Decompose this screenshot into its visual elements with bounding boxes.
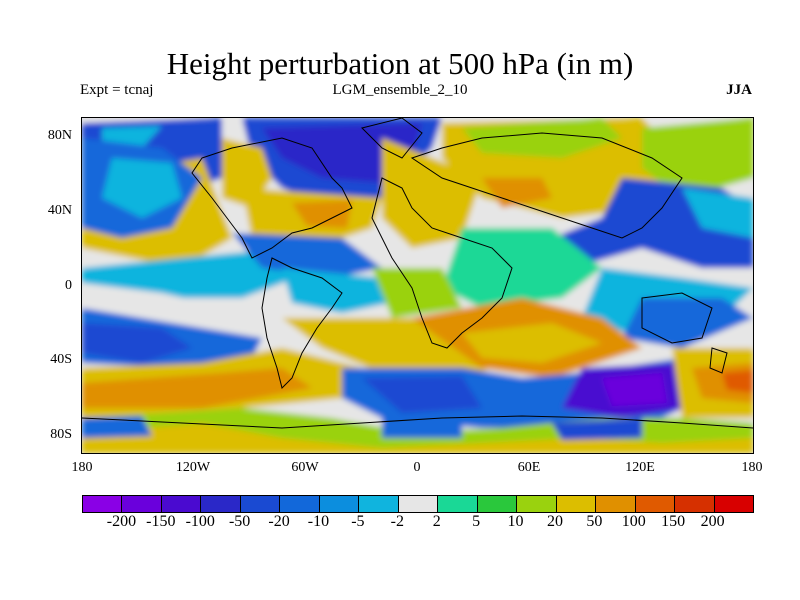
colorbar-label: -100 — [185, 513, 215, 530]
map-svg — [82, 118, 753, 453]
colorbar-swatch — [675, 496, 715, 512]
colorbar-swatch — [477, 496, 518, 512]
season-label: JJA — [726, 82, 752, 98]
colorbar-swatch — [714, 496, 753, 512]
colorbar-label: -10 — [307, 513, 330, 530]
colorbar-label: -5 — [351, 513, 365, 530]
height-field — [82, 118, 753, 453]
lon-label-60e: 60E — [517, 460, 541, 475]
colorbar-swatch — [438, 496, 478, 512]
colorbar-label: -20 — [268, 513, 290, 530]
colorbar — [82, 495, 754, 513]
contour-map — [82, 118, 753, 453]
experiment-label: Expt = tcnaj — [80, 82, 154, 98]
colorbar-label: 100 — [621, 513, 646, 530]
chart-title: Height perturbation at 500 hPa (in m) — [166, 46, 634, 81]
lat-label-80s: 80S — [50, 427, 72, 442]
colorbar-swatch — [517, 496, 557, 512]
lon-label-0: 0 — [413, 460, 421, 475]
lon-label-180w: 180 — [71, 460, 93, 475]
colorbar-label: -200 — [106, 513, 137, 530]
colorbar-swatch — [83, 496, 123, 512]
colorbar-swatch — [240, 496, 281, 512]
colorbar-swatch — [319, 496, 360, 512]
lat-label-0: 0 — [65, 278, 72, 293]
coastlines — [82, 118, 753, 429]
colorbar-swatch — [280, 496, 320, 512]
colorbar-label: 20 — [546, 513, 563, 530]
ensemble-label: LGM_ensemble_2_10 — [332, 82, 468, 98]
lon-label-120w: 120W — [175, 460, 211, 475]
colorbar-swatch — [201, 496, 241, 512]
lat-label-40s: 40S — [50, 352, 72, 367]
colorbar-label: 2 — [432, 513, 441, 530]
colorbar-label: -150 — [146, 513, 176, 530]
colorbar-label: 200 — [700, 513, 725, 530]
colorbar-label: -2 — [390, 513, 404, 530]
colorbar-swatch — [398, 496, 439, 512]
colorbar-swatch — [596, 496, 636, 512]
lon-label-180e: 180 — [741, 460, 763, 475]
colorbar-label: 150 — [661, 513, 686, 530]
colorbar-swatch — [635, 496, 676, 512]
lon-label-60w: 60W — [291, 460, 319, 475]
colorbar-swatch — [359, 496, 399, 512]
colorbar-swatch — [556, 496, 597, 512]
colorbar-label: 5 — [472, 513, 481, 530]
lat-label-40n: 40N — [47, 203, 72, 218]
lat-label-80n: 80N — [47, 128, 72, 143]
colorbar-label: 10 — [507, 513, 524, 530]
colorbar-label: -50 — [228, 513, 251, 530]
colorbar-swatch — [161, 496, 202, 512]
lon-label-120e: 120E — [625, 460, 655, 475]
colorbar-label: 50 — [586, 513, 603, 530]
colorbar-swatch — [122, 496, 162, 512]
